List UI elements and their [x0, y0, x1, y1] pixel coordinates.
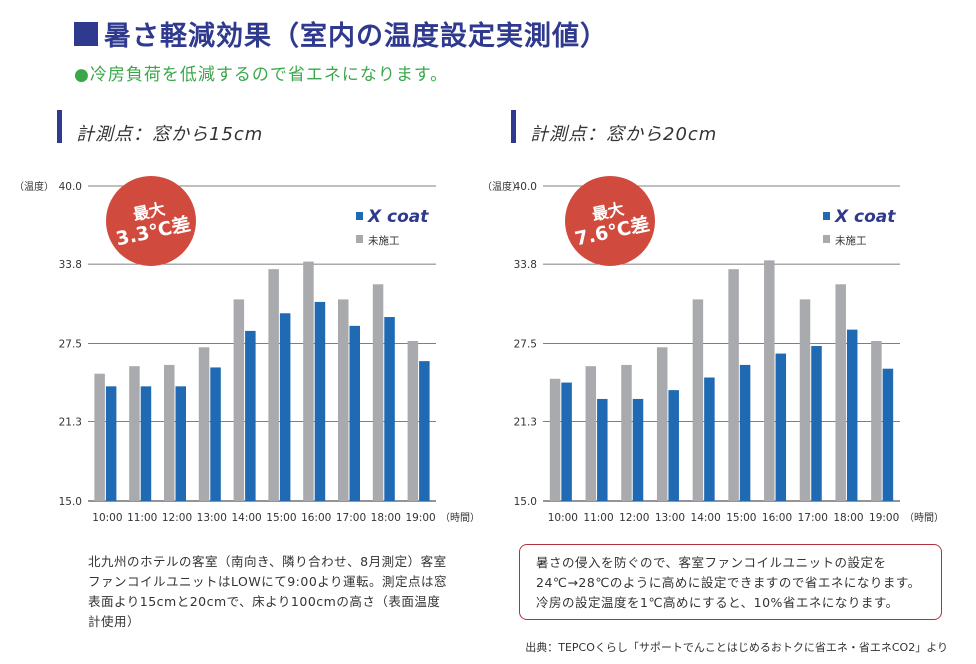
measurement-note: 北九州のホテルの客室（南向き、隣り合わせ、8月測定）客室ファンコイルユニットはL… — [88, 554, 448, 629]
bar-untreated — [372, 284, 384, 501]
bar-untreated — [549, 378, 561, 501]
bar-untreated — [198, 347, 210, 501]
x-axis-label: （時間） — [440, 512, 480, 524]
bar-untreated — [585, 366, 597, 501]
bar-untreated — [407, 340, 419, 501]
x-tick-label: 16:00 — [762, 512, 792, 524]
legend-untreated-label: 未施工 — [368, 234, 400, 247]
bar-untreated — [94, 373, 105, 501]
x-tick-label: 15:00 — [266, 512, 296, 524]
bar-xcoat — [704, 377, 715, 501]
bar-untreated — [233, 299, 245, 501]
bar-xcoat — [245, 330, 256, 501]
y-tick-label: 15.0 — [514, 496, 537, 508]
bar-untreated — [871, 340, 882, 501]
x-tick-label: 13:00 — [655, 512, 685, 524]
heading-bar-left — [57, 110, 62, 143]
y-tick-label: 33.8 — [514, 259, 537, 271]
y-axis-label: （温度） — [14, 180, 54, 193]
chart-heading-left: 計測点：窓から15cm — [76, 124, 264, 145]
y-tick-label: 21.3 — [59, 417, 82, 429]
bar-xcoat — [279, 313, 291, 501]
x-tick-label: 13:00 — [197, 512, 227, 524]
x-tick-label: 10:00 — [92, 512, 122, 524]
bar-untreated — [835, 284, 846, 501]
bar-untreated — [303, 261, 314, 501]
x-tick-label: 19:00 — [405, 512, 435, 524]
chart-heading-right: 計測点：窓から20cm — [530, 124, 718, 145]
bar-untreated — [656, 347, 668, 501]
bar-xcoat — [105, 386, 117, 501]
x-tick-label: 12:00 — [162, 512, 192, 524]
y-tick-label: 27.5 — [514, 339, 537, 351]
page-subtitle: ●冷房負荷を低減するので省エネになります。 — [74, 65, 449, 85]
y-tick-label: 21.3 — [514, 417, 537, 429]
bar-untreated — [728, 269, 739, 501]
bar-xcoat — [419, 361, 430, 501]
bar-xcoat — [882, 368, 894, 501]
bar-xcoat — [846, 329, 858, 501]
x-tick-label: 18:00 — [833, 512, 863, 524]
bar-untreated — [268, 269, 279, 501]
title-square-icon — [74, 22, 98, 46]
bar-xcoat — [775, 353, 787, 501]
bar-xcoat — [349, 325, 360, 501]
y-axis-label: （温度） — [482, 180, 522, 193]
x-tick-label: 14:00 — [691, 512, 721, 524]
energy-saving-text: 暑さの侵入を防ぐので、客室ファンコイルユニットの設定を24℃→28℃のように高め… — [536, 555, 921, 610]
bar-xcoat — [140, 386, 152, 501]
legend-xcoat-label: X coat — [834, 207, 896, 227]
bar-untreated — [621, 364, 632, 501]
x-tick-label: 11:00 — [127, 512, 157, 524]
y-tick-label: 40.0 — [514, 181, 537, 193]
bar-untreated — [129, 366, 140, 501]
source-credit: 出典：TEPCOくらし「サポートでんことはじめるおトクに省エネ・省エネCO2」よ… — [525, 641, 948, 654]
page-title: 暑さ軽減効果（室内の温度設定実測値） — [104, 21, 608, 52]
max-diff-badge — [106, 176, 196, 266]
x-tick-label: 15:00 — [726, 512, 756, 524]
bar-xcoat — [175, 386, 186, 501]
x-tick-label: 17:00 — [336, 512, 366, 524]
y-tick-label: 40.0 — [59, 181, 82, 193]
bar-xcoat — [384, 317, 395, 501]
x-tick-label: 18:00 — [371, 512, 401, 524]
max-diff-badge — [565, 176, 655, 266]
bar-xcoat — [597, 398, 608, 501]
bar-xcoat — [811, 346, 822, 501]
bar-xcoat — [632, 398, 644, 501]
bar-xcoat — [210, 367, 221, 501]
bar-xcoat — [314, 301, 326, 501]
bar-xcoat — [739, 364, 751, 501]
bar-xcoat — [561, 382, 572, 501]
x-tick-label: 12:00 — [619, 512, 649, 524]
x-tick-label: 11:00 — [583, 512, 613, 524]
bar-untreated — [164, 364, 175, 501]
y-tick-label: 27.5 — [59, 339, 82, 351]
legend-untreated-swatch — [823, 235, 830, 243]
legend-untreated-swatch — [356, 235, 363, 243]
chart-left: 15.0 21.3 27.5 33.8 40.0 （温度） 10:00 11:00 12:00 1… — [14, 176, 480, 524]
x-tick-label: 14:00 — [231, 512, 261, 524]
heading-bar-right — [511, 110, 516, 143]
x-tick-label: 10:00 — [548, 512, 578, 524]
bar-untreated — [764, 260, 775, 501]
bar-untreated — [338, 299, 349, 501]
y-tick-label: 33.8 — [59, 259, 82, 271]
x-tick-label: 17:00 — [798, 512, 828, 524]
legend-xcoat-label: X coat — [367, 207, 429, 227]
bar-untreated — [799, 299, 811, 501]
legend-xcoat-swatch — [356, 212, 363, 220]
bar-untreated — [692, 299, 704, 501]
x-axis-label: （時間） — [904, 512, 944, 524]
x-tick-label: 16:00 — [301, 512, 331, 524]
chart-right: 15.0 21.3 27.5 33.8 40.0（温度） 10:00 11:00 12:00 1… — [482, 176, 944, 524]
x-tick-label: 19:00 — [869, 512, 899, 524]
legend-untreated-label: 未施工 — [835, 234, 867, 247]
energy-saving-callout — [519, 544, 942, 620]
legend-xcoat-swatch — [823, 212, 830, 220]
y-tick-label: 15.0 — [59, 496, 82, 508]
bar-xcoat — [668, 390, 679, 501]
